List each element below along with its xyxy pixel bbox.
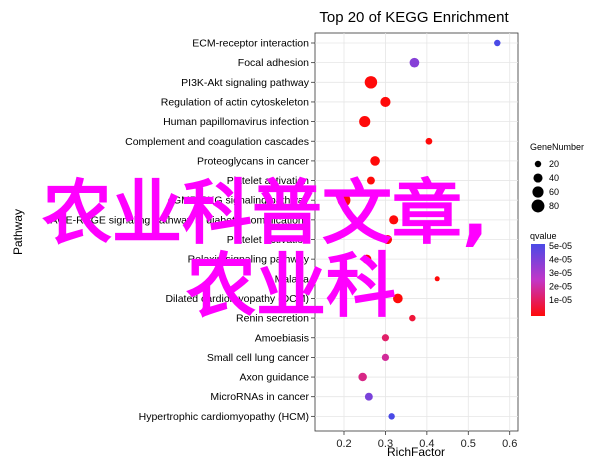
- pathway-labels: ECM-receptor interaction Focal adhesion PI…: [50, 38, 309, 423]
- pathway-label: ECM-receptor interaction: [192, 38, 309, 50]
- size-legend-label: 60: [549, 187, 559, 197]
- data-point: [409, 314, 416, 322]
- pathway-label: Proteoglycans in cancer: [197, 155, 310, 167]
- pathway-label: cGMP-PKG signaling pathway: [168, 195, 310, 207]
- x-tick-label: 0.2: [336, 438, 351, 450]
- pathway-label: Focal adhesion: [238, 57, 309, 69]
- color-legend-label: 2e-05: [549, 282, 572, 292]
- data-point: [359, 116, 371, 128]
- data-point: [388, 413, 395, 420]
- pathway-label: MicroRNAs in cancer: [210, 391, 309, 403]
- data-point: [381, 334, 390, 342]
- data-point: [366, 176, 375, 185]
- data-point: [494, 39, 501, 47]
- x-tick-label: 0.5: [461, 438, 476, 450]
- size-legend-dot: [531, 199, 545, 213]
- data-point: [389, 215, 399, 225]
- pathway-label: Complement and coagulation cascades: [125, 136, 309, 148]
- pathway-label: PI3K-Akt signaling pathway: [181, 77, 310, 89]
- qvalue-colorbar: [531, 244, 545, 316]
- data-point: [425, 137, 433, 145]
- size-legend-label: 40: [549, 173, 559, 183]
- size-legend-label: 80: [549, 201, 559, 211]
- pathway-label: Malaria: [275, 273, 310, 285]
- pathway-label: Renin secretion: [236, 313, 309, 325]
- pathway-label: Relaxin signaling pathway: [188, 254, 310, 266]
- pathway-label: Hypertrophic cardiomyopathy (HCM): [139, 411, 309, 423]
- pathway-label: Small cell lung cancer: [207, 352, 310, 364]
- color-legend-label: 4e-05: [549, 255, 572, 265]
- x-axis-title: RichFactor: [387, 445, 445, 459]
- chart-title: Top 20 of KEGG Enrichment: [319, 9, 509, 26]
- data-point: [370, 156, 380, 166]
- color-legend-labels: 5e-05 4e-05 3e-05 2e-05 1e-05: [545, 241, 572, 305]
- size-legend-label: 20: [549, 159, 559, 169]
- pathway-label: Axon guidance: [240, 372, 310, 384]
- data-point: [364, 76, 378, 89]
- data-point: [364, 392, 373, 401]
- x-tick-label: 0.6: [502, 438, 517, 450]
- watermark-line-1: 农业科普文章,: [42, 172, 489, 254]
- color-legend-title: qvalue: [530, 231, 557, 241]
- data-point: [358, 372, 367, 382]
- data-point: [393, 293, 403, 304]
- data-points: [337, 39, 501, 420]
- size-legend-dot: [534, 160, 542, 168]
- plot-panel: [314, 32, 519, 432]
- pathway-label: Platelet activation: [227, 175, 309, 187]
- data-point: [380, 96, 391, 108]
- size-legend-dot: [533, 173, 543, 183]
- size-legend: 20 40 60 80: [531, 159, 559, 213]
- watermark-line-2: 农业科: [186, 245, 396, 327]
- pathway-label: Dilated cardiomyopathy (DCM): [165, 293, 309, 305]
- size-legend-dot: [532, 186, 544, 198]
- size-legend-title: GeneNumber: [530, 142, 584, 152]
- pathway-label: Human papillomavirus infection: [163, 116, 309, 128]
- y-axis-title: Pathway: [11, 209, 25, 255]
- data-point: [362, 254, 372, 264]
- color-legend-label: 1e-05: [549, 295, 572, 305]
- pathway-label: Amoebiasis: [255, 332, 309, 344]
- pathway-label: Platelet activation: [227, 234, 309, 246]
- color-legend-label: 3e-05: [549, 268, 572, 278]
- pathway-label: Regulation of actin cytoskeleton: [161, 96, 309, 108]
- color-legend-label: 5e-05: [549, 241, 572, 251]
- data-point: [382, 234, 393, 245]
- pathway-label: AGE-RAGE signaling pathway in diabetic c…: [50, 214, 309, 226]
- data-point: [409, 57, 420, 68]
- x-tick-label: 0.4: [419, 438, 434, 450]
- data-point: [434, 276, 440, 282]
- x-tick-label: 0.3: [378, 438, 393, 450]
- y-tick-marks: [311, 42, 315, 417]
- data-point: [337, 193, 351, 207]
- data-point: [381, 353, 390, 361]
- x-ticks: 0.2 0.3 0.4 0.5 0.6: [336, 431, 517, 450]
